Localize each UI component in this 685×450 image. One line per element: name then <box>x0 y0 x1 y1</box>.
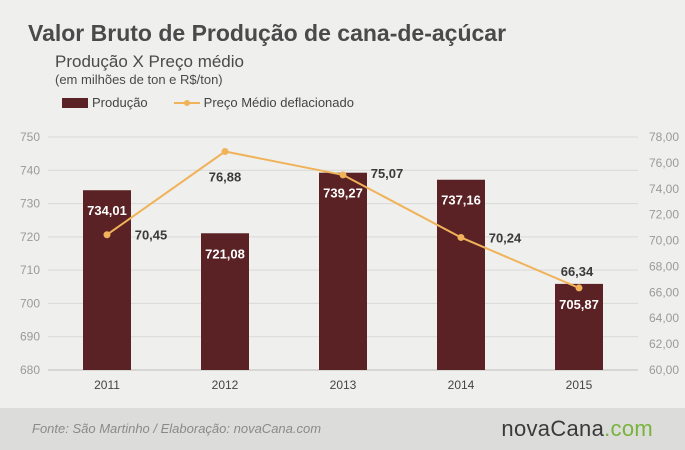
price-label-2015: 66,34 <box>561 264 594 279</box>
y-left-tick-label: 690 <box>20 330 40 344</box>
x-tick-label-2012: 2012 <box>212 378 239 392</box>
bar-2011 <box>83 190 131 370</box>
y-right-tick-label: 70,00 <box>649 234 679 248</box>
legend-swatch-production <box>62 97 88 108</box>
bar-2015 <box>555 283 603 370</box>
bar-2014 <box>437 179 485 370</box>
bar-label-2013: 739,27 <box>323 186 363 201</box>
price-label-2012: 76,88 <box>209 169 242 184</box>
x-tick-label-2011: 2011 <box>94 378 120 392</box>
price-point-2014 <box>457 233 465 241</box>
chart-subtitle: Produção X Preço médio <box>55 52 244 71</box>
y-left-tick-label: 720 <box>20 230 40 244</box>
legend-item-price: Preço Médio deflacionado <box>173 95 354 110</box>
bar-label-2014: 737,16 <box>441 193 481 208</box>
footer: Fonte: São Martinho / Elaboração: novaCa… <box>0 408 685 450</box>
bar-label-2015: 705,87 <box>559 297 599 312</box>
bar-2012 <box>201 233 249 370</box>
price-label-2013: 75,07 <box>371 166 404 181</box>
logo-main: novaCana <box>501 416 605 441</box>
x-tick-label-2015: 2015 <box>566 378 593 392</box>
source-note: Fonte: São Martinho / Elaboração: novaCa… <box>32 421 322 436</box>
bar-2013 <box>319 172 367 370</box>
bar-label-2011: 734,01 <box>87 203 127 218</box>
y-right-tick-label: 72,00 <box>649 208 679 222</box>
y-right-tick-label: 78,00 <box>649 130 679 144</box>
y-left-tick-label: 680 <box>20 363 40 377</box>
legend: Produção Preço Médio deflacionado <box>62 95 380 110</box>
y-right-tick-label: 68,00 <box>649 259 679 273</box>
novacana-logo: novaCana.com <box>501 416 653 442</box>
y-left-tick-label: 730 <box>20 197 40 211</box>
price-point-2012 <box>221 147 229 155</box>
y-left-tick-label: 700 <box>20 296 40 310</box>
y-right-tick-label: 76,00 <box>649 156 679 170</box>
y-right-tick-label: 64,00 <box>649 311 679 325</box>
legend-item-production: Produção <box>62 95 148 110</box>
x-tick-label-2013: 2013 <box>330 378 357 392</box>
price-point-2011 <box>103 231 111 239</box>
y-right-tick-label: 66,00 <box>649 285 679 299</box>
price-label-2011: 70,45 <box>135 228 168 243</box>
y-right-tick-label: 62,00 <box>649 337 679 351</box>
chart-area: 680 690 700 710 720 730 740 750 60,00 62,00 64,00 6… <box>20 130 679 392</box>
y-right-tick-label: 60,00 <box>649 363 679 377</box>
y-left-tick-label: 710 <box>20 263 40 277</box>
bar-label-2012: 721,08 <box>205 246 245 261</box>
legend-swatch-price <box>173 97 200 109</box>
legend-label-production: Produção <box>92 95 148 110</box>
chart-units: (em milhões de ton e R$/ton) <box>55 72 223 87</box>
chart-title: Valor Bruto de Produção de cana-de-açúca… <box>28 20 507 46</box>
logo-suffix: .com <box>604 416 653 441</box>
y-left-tick-label: 740 <box>20 163 40 177</box>
y-left-tick-label: 750 <box>20 130 40 144</box>
price-point-2013 <box>339 171 347 179</box>
price-label-2014: 70,24 <box>489 230 522 245</box>
legend-label-price: Preço Médio deflacionado <box>203 95 354 110</box>
x-tick-label-2014: 2014 <box>448 378 475 392</box>
price-point-2015 <box>575 284 583 292</box>
y-right-tick-label: 74,00 <box>649 182 679 196</box>
